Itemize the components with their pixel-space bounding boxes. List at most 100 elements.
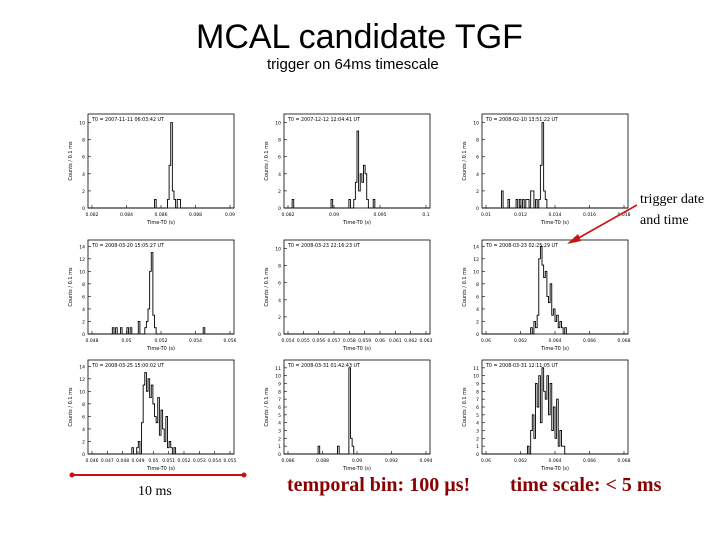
y-tick-label: 14 <box>473 244 479 250</box>
y-tick-label: 0 <box>82 206 85 212</box>
chart-panel-5: 0 2 4 6 8 10 0.054 0.055 0.056 0.057 0.058 0.059 0.0… <box>260 230 440 360</box>
x-axis-label: Time-T0 (s) <box>342 220 371 226</box>
x-tick-label: 0.054 <box>282 338 295 344</box>
y-axis-label: Counts / 0.1 ms <box>264 387 270 427</box>
y-tick-label: 3 <box>278 429 281 435</box>
y-tick-label: 0 <box>278 206 281 212</box>
chart-svg-2: 0 2 4 6 8 10 0.082 0.09 0.095 0.1 T0 = 2007-12-12 … <box>264 113 431 226</box>
y-tick-label: 9 <box>278 382 281 388</box>
scale-bar-right-end <box>241 472 247 478</box>
y-tick-label: 10 <box>79 121 85 127</box>
y-tick-label: 8 <box>278 389 281 395</box>
plot-frame <box>283 113 431 209</box>
y-tick-label: 1 <box>278 444 281 450</box>
y-tick-label: 10 <box>473 269 479 275</box>
time-scale-note: time scale: < 5 ms <box>510 474 662 496</box>
x-tick-label: 0.062 <box>514 458 527 464</box>
x-tick-label: 0.084 <box>120 212 133 218</box>
histogram-series <box>482 245 628 335</box>
trigger-label-line1: trigger date <box>640 192 705 207</box>
y-tick-label: 4 <box>82 427 85 433</box>
x-tick-label: 0.068 <box>618 338 631 344</box>
y-tick-label: 4 <box>278 172 281 178</box>
y-tick-label: 2 <box>476 189 479 195</box>
x-tick-label: 0.06 <box>481 458 491 464</box>
y-tick-label: 6 <box>82 155 85 161</box>
y-tick-label: 6 <box>476 405 479 411</box>
x-tick-label: 0.055 <box>297 338 310 344</box>
y-tick-label: 14 <box>79 364 85 370</box>
x-axis-label: Time-T0 (s) <box>146 346 175 352</box>
x-tick-label: 0.066 <box>583 338 596 344</box>
y-tick-label: 0 <box>476 452 479 458</box>
chart-svg-7: 0 2 4 6 8 10 12 14 0.046 0.047 0.048 0.049 0.05 0.051… <box>68 359 237 472</box>
chart-header: T0 = 2008-03-23 02:25:29 UT <box>485 243 558 249</box>
y-tick-label: 0 <box>82 332 85 338</box>
y-tick-label: 10 <box>79 389 85 395</box>
y-tick-label: 4 <box>278 421 281 427</box>
x-tick-label: 0.094 <box>420 458 433 464</box>
chart-svg-5: 0 2 4 6 8 10 0.054 0.055 0.056 0.057 0.058 0.059 0.0… <box>264 239 433 352</box>
x-axis-label: Time-T0 (s) <box>540 466 569 472</box>
x-tick-label: 0.088 <box>316 458 329 464</box>
chart-header: T0 = 2007-12-12 12:04:41 UT <box>287 117 360 123</box>
x-tick-label: 0.051 <box>162 458 175 464</box>
y-tick-label: 10 <box>275 121 281 127</box>
y-axis-label: Counts / 0.1 ms <box>68 267 74 307</box>
x-tick-label: 0.082 <box>282 212 295 218</box>
y-tick-label: 1 <box>476 444 479 450</box>
y-tick-label: 6 <box>278 155 281 161</box>
chart-panel-4: 0 2 4 6 8 10 12 14 0.048 0.05 0.052 0.054 0.056 T0 = … <box>64 230 244 360</box>
y-axis-label: Counts / 0.1 ms <box>264 267 270 307</box>
x-tick-label: 0.047 <box>101 458 114 464</box>
x-tick-label: 0.014 <box>549 212 562 218</box>
y-tick-label: 2 <box>278 315 281 321</box>
x-tick-label: 0.05 <box>121 338 131 344</box>
x-tick-label: 0.058 <box>343 338 356 344</box>
histogram-series <box>284 130 430 209</box>
temporal-bin-note: temporal bin: 100 µs! <box>287 474 471 496</box>
y-tick-label: 0 <box>278 332 281 338</box>
page-subtitle: trigger on 64ms timescale <box>267 56 439 73</box>
x-tick-label: 0.088 <box>189 212 202 218</box>
y-tick-label: 8 <box>278 138 281 144</box>
x-tick-label: 0.062 <box>514 338 527 344</box>
chart-header: T0 = 2008-03-31 01:42:43 UT <box>287 363 360 369</box>
x-tick-label: 0.09 <box>329 212 339 218</box>
x-tick-label: 0.086 <box>155 212 168 218</box>
x-tick-label: 0.05 <box>148 458 158 464</box>
histogram-series <box>284 367 430 455</box>
y-tick-label: 0 <box>278 452 281 458</box>
chart-panel-6: 0 2 4 6 8 10 12 14 0.06 0.062 0.064 0.066 0.068 T0 = … <box>458 230 638 360</box>
chart-svg-1: 0 2 4 6 8 10 0.082 0.084 0.086 0.088 0.09 T0 = 2007… <box>68 113 235 226</box>
y-axis-label: Counts / 0.1 ms <box>462 141 468 181</box>
x-tick-label: 0.056 <box>312 338 325 344</box>
chart-panel-9: 0 1 2 3 4 5 6 7 8 9 10 11 0.06 0.062 0.064 0.066 0.068 T0… <box>458 350 638 480</box>
chart-header: T0 = 2007-11-11 06:03:42 UT <box>91 117 164 123</box>
histogram-series <box>482 367 628 455</box>
x-tick-label: 0.012 <box>514 212 527 218</box>
y-tick-label: 10 <box>275 374 281 380</box>
scale-bar-left-end <box>69 472 75 478</box>
y-axis-label: Counts / 0.1 ms <box>264 141 270 181</box>
trigger-arrow-line <box>574 204 638 241</box>
x-axis-label: Time-T0 (s) <box>146 466 175 472</box>
trigger-label-line2: and time <box>640 213 689 228</box>
histogram-series <box>482 122 628 209</box>
plot-frame <box>87 359 235 455</box>
y-tick-label: 4 <box>278 298 281 304</box>
y-axis-label: Counts / 0.1 ms <box>462 267 468 307</box>
chart-panel-7: 0 2 4 6 8 10 12 14 0.046 0.047 0.048 0.049 0.05 0.051… <box>64 350 244 480</box>
x-tick-label: 0.059 <box>358 338 371 344</box>
y-tick-label: 3 <box>476 429 479 435</box>
x-tick-label: 0.06 <box>375 338 385 344</box>
scale-bar-label: 10 ms <box>138 484 172 499</box>
y-tick-label: 6 <box>82 414 85 420</box>
x-tick-label: 0.064 <box>549 338 562 344</box>
x-tick-label: 0.048 <box>116 458 129 464</box>
y-tick-label: 11 <box>473 366 479 372</box>
x-tick-label: 0.057 <box>328 338 341 344</box>
y-tick-label: 8 <box>476 389 479 395</box>
